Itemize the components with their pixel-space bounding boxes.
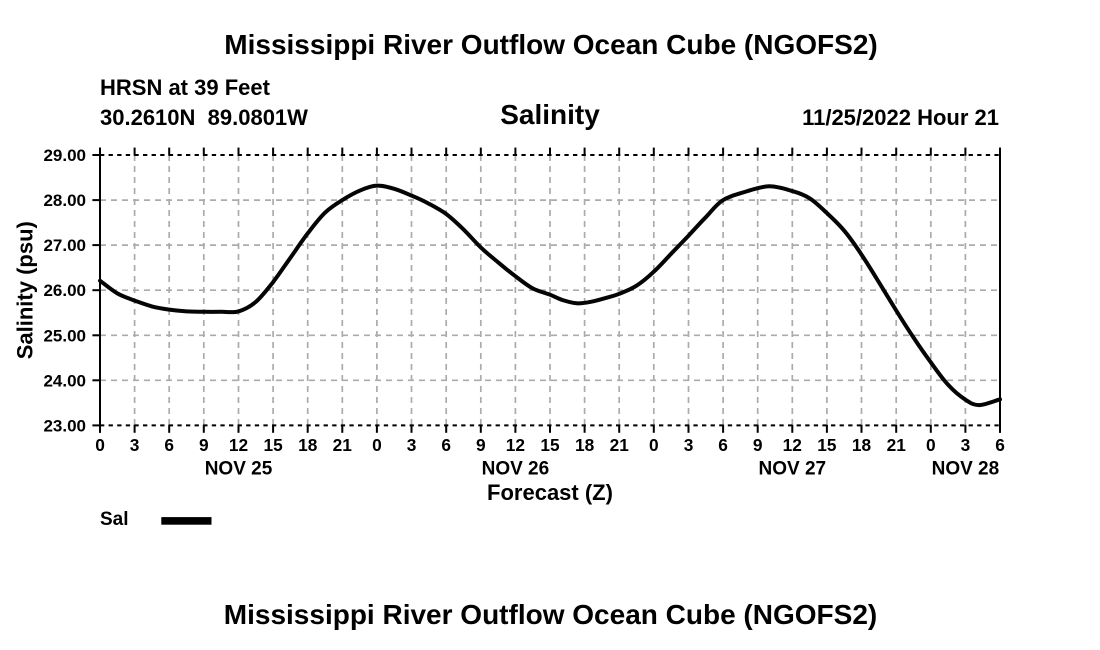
- svg-text:18: 18: [575, 435, 595, 455]
- svg-text:Forecast (Z): Forecast (Z): [487, 480, 613, 505]
- svg-text:0: 0: [372, 435, 382, 455]
- svg-text:9: 9: [476, 435, 486, 455]
- svg-text:9: 9: [753, 435, 763, 455]
- svg-text:NOV 27: NOV 27: [759, 459, 827, 480]
- svg-text:0: 0: [649, 435, 659, 455]
- svg-text:15: 15: [263, 435, 283, 455]
- svg-text:9: 9: [199, 435, 209, 455]
- svg-text:15: 15: [540, 435, 560, 455]
- svg-text:25.00: 25.00: [43, 326, 86, 345]
- svg-text:HRSN at 39 Feet: HRSN at 39 Feet: [100, 75, 271, 100]
- svg-text:3: 3: [130, 435, 140, 455]
- svg-text:24.00: 24.00: [43, 371, 86, 390]
- svg-text:23.00: 23.00: [43, 416, 86, 435]
- svg-text:6: 6: [441, 435, 451, 455]
- svg-text:Sal: Sal: [100, 509, 129, 530]
- svg-text:3: 3: [684, 435, 694, 455]
- svg-text:Mississippi River Outflow Ocea: Mississippi River Outflow Ocean Cube (NG…: [224, 599, 877, 630]
- svg-text:0: 0: [926, 435, 936, 455]
- svg-text:18: 18: [852, 435, 872, 455]
- svg-text:27.00: 27.00: [43, 236, 86, 255]
- svg-text:18: 18: [298, 435, 318, 455]
- svg-text:3: 3: [961, 435, 971, 455]
- svg-text:Salinity (psu): Salinity (psu): [13, 221, 38, 359]
- svg-text:21: 21: [887, 435, 907, 455]
- svg-text:11/25/2022 Hour 21: 11/25/2022 Hour 21: [802, 105, 999, 130]
- svg-text:0: 0: [95, 435, 105, 455]
- svg-text:12: 12: [229, 435, 248, 455]
- svg-text:6: 6: [995, 435, 1005, 455]
- svg-text:15: 15: [817, 435, 837, 455]
- svg-text:29.00: 29.00: [43, 146, 86, 165]
- svg-text:28.00: 28.00: [43, 191, 86, 210]
- svg-text:12: 12: [506, 435, 525, 455]
- svg-text:6: 6: [164, 435, 174, 455]
- svg-text:3: 3: [407, 435, 417, 455]
- svg-text:21: 21: [610, 435, 630, 455]
- svg-text:6: 6: [718, 435, 728, 455]
- svg-text:26.00: 26.00: [43, 281, 86, 300]
- svg-text:Salinity: Salinity: [500, 99, 600, 130]
- svg-text:12: 12: [783, 435, 802, 455]
- svg-text:NOV 28: NOV 28: [932, 459, 1000, 480]
- svg-text:21: 21: [333, 435, 353, 455]
- svg-text:Mississippi River Outflow Ocea: Mississippi River Outflow Ocean Cube (NG…: [224, 29, 877, 60]
- svg-text:NOV 26: NOV 26: [482, 459, 550, 480]
- svg-text:NOV 25: NOV 25: [205, 459, 273, 480]
- svg-text:30.2610N 89.0801W: 30.2610N 89.0801W: [100, 105, 308, 130]
